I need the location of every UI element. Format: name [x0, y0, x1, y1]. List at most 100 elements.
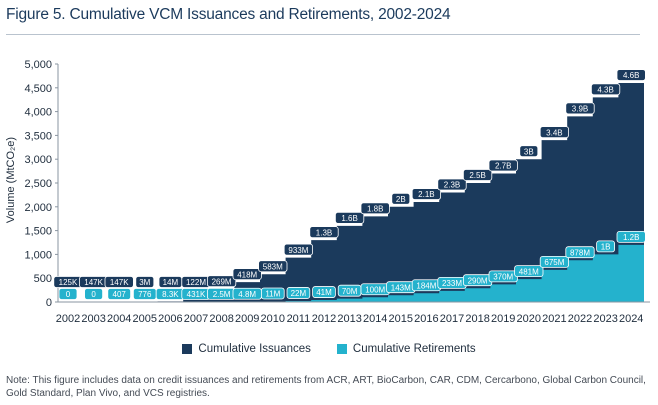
retirement-label-text: 878M	[570, 248, 590, 257]
retirement-label-text: 70M	[342, 287, 358, 296]
legend-item-retirements: Cumulative Retirements	[336, 343, 476, 355]
retirement-label-text: 407	[113, 290, 127, 299]
retirement-label-box	[58, 288, 78, 300]
retirement-label-text: 41M	[316, 288, 332, 297]
x-tick-label: 2011	[287, 313, 311, 325]
issuance-label-box	[391, 192, 411, 205]
issuance-label-box	[258, 260, 288, 273]
issuance-label-box	[232, 268, 262, 281]
retirement-label: 4.8M	[232, 287, 262, 300]
issuance-label-text: 122M	[186, 278, 206, 287]
retirement-label: 290M	[462, 274, 493, 287]
issuance-label: 122M	[181, 276, 211, 288]
y-tick-label: 0	[46, 297, 52, 309]
y-axis-label: Volume (MtCO₂e)	[5, 137, 17, 223]
x-tick-label: 2010	[261, 313, 285, 325]
issuance-label: 3.4B	[539, 126, 570, 139]
retirement-label: 22M	[286, 287, 311, 299]
retirement-label-text: 11M	[265, 290, 280, 299]
retirement-label: 0	[84, 288, 103, 300]
retirement-label: 431K	[181, 288, 211, 300]
figure-title: Figure 5. Cumulative VCM Issuances and R…	[6, 6, 451, 23]
issuance-label: 3.9B	[565, 102, 595, 115]
retirement-label-text: 8.3K	[162, 290, 179, 299]
retirement-label-box	[514, 265, 544, 278]
y-tick-label: 4,500	[24, 83, 52, 95]
retirement-label-text: 1B	[601, 243, 611, 252]
issuance-label-text: 418M	[237, 270, 257, 279]
retirement-data-labels: 0 0 407 776 8.3K 431K 2.5M 4.8M 11M 22M 41M 70M 100M…	[58, 230, 646, 300]
title-divider	[6, 34, 640, 35]
x-tick-label: 2005	[133, 313, 157, 325]
retirement-label-text: 233M	[442, 279, 462, 288]
retirement-label: 70M	[337, 284, 362, 297]
retirement-label: 2.5M	[206, 287, 237, 300]
issuance-label: 4.6B	[616, 69, 646, 81]
issuance-label: 583M	[258, 260, 288, 273]
y-tick-label: 4,000	[24, 107, 52, 119]
retirement-label-text: 675M	[544, 258, 564, 267]
issuance-label-text: 269M	[212, 277, 232, 286]
issuances-series	[55, 83, 644, 302]
x-tick-label: 2016	[414, 313, 438, 325]
issuance-label-text: 1.3B	[316, 228, 332, 237]
retirement-label-text: 1.2B	[623, 233, 639, 242]
legend-swatch-issuances	[182, 344, 193, 354]
retirement-label-box	[286, 287, 311, 299]
issuance-label-box	[104, 276, 134, 288]
retirement-label: 1.2B	[616, 230, 646, 243]
retirement-label-box	[596, 240, 615, 253]
x-tick-label: 2019	[491, 313, 515, 325]
x-axis: 2002 2003 2004 2005 2006 2007 2008 2009 2010 2011…	[56, 301, 650, 325]
legend-label-retirements: Cumulative Retirements	[352, 343, 476, 355]
x-tick-label: 2007	[184, 313, 208, 325]
retirement-label: 233M	[437, 277, 467, 289]
issuance-label: 2.1B	[411, 188, 442, 200]
retirement-label: 143M	[386, 281, 416, 294]
y-axis: 0 500 1,000 1,500 2,000 2,500 3,000 3,500 4,000 4…	[24, 59, 59, 309]
issuance-label-text: 933M	[288, 246, 308, 255]
y-tick-label: 500	[34, 273, 52, 285]
issuance-label-box	[462, 169, 493, 181]
retirement-label: 100M	[360, 283, 390, 296]
retirement-label-text: 370M	[493, 273, 513, 282]
x-tick-label: 2006	[158, 313, 182, 325]
issuances-area	[55, 83, 644, 302]
y-tick-label: 3,000	[24, 154, 52, 166]
retirement-label-text: 431K	[187, 290, 206, 299]
x-tick-label: 2024	[619, 313, 643, 325]
retirement-label: 184M	[411, 279, 442, 292]
retirement-label: 407	[107, 288, 132, 300]
issuance-data-labels: 125K 147K 147K 3M 14M 122M 269M 418M 583M 933M 1.3…	[53, 69, 646, 288]
retirement-label-box	[84, 288, 103, 300]
y-tick-label: 1,000	[24, 249, 52, 261]
legend-swatch-retirements	[336, 344, 347, 354]
retirement-label: 8.3K	[155, 288, 185, 300]
issuance-label-box	[411, 188, 442, 200]
x-tick-label: 2008	[209, 313, 233, 325]
retirement-label-box	[312, 286, 336, 298]
issuance-label-box	[591, 83, 621, 96]
y-tick-label: 5,000	[24, 59, 52, 71]
retirement-label-text: 143M	[391, 283, 411, 292]
x-tick-label: 2002	[56, 313, 80, 325]
retirement-label-box	[107, 288, 132, 300]
issuance-label-text: 1.8B	[367, 205, 383, 214]
x-tick-label: 2022	[568, 313, 592, 325]
issuance-label-box	[135, 276, 155, 288]
figure-note: Note: This figure includes data on credi…	[6, 375, 646, 399]
issuance-label-box	[283, 243, 314, 256]
retirement-label: 41M	[312, 286, 336, 298]
x-tick-label: 2018	[465, 313, 489, 325]
issuance-label-text: 2.1B	[418, 190, 434, 199]
y-tick-label: 2,000	[24, 202, 52, 214]
retirement-label-text: 290M	[468, 276, 488, 285]
retirement-label: 11M	[260, 287, 285, 300]
issuance-label-text: 14M	[163, 278, 179, 287]
issuance-label-text: 3M	[139, 278, 150, 287]
x-tick-label: 2023	[593, 313, 617, 325]
retirement-label-box	[616, 230, 646, 243]
x-tick-label: 2020	[517, 313, 541, 325]
retirement-label-text: 2.5M	[213, 290, 231, 299]
x-tick-label: 2004	[107, 313, 131, 325]
